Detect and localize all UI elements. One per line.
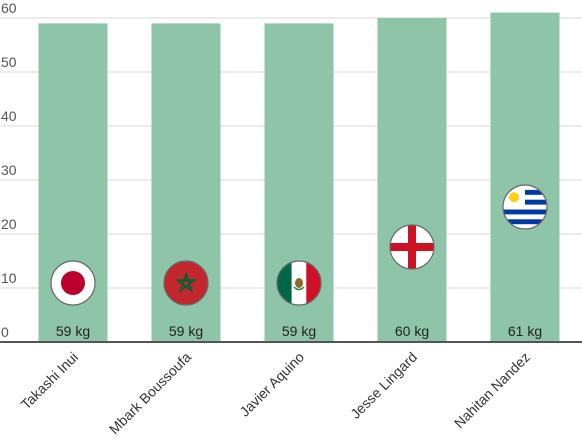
- y-tick-label: 40: [1, 108, 17, 124]
- y-tick-label: 30: [1, 162, 17, 178]
- y-axis-ticks: 0 10 20 30 40 50 60: [1, 0, 17, 340]
- x-tick-label: Takashi Inui: [18, 349, 82, 413]
- value-label: 59 kg: [282, 323, 316, 339]
- value-labels: 59 kg 59 kg 59 kg 60 kg 61 kg: [56, 323, 542, 339]
- value-label: 60 kg: [395, 323, 429, 339]
- y-tick-label: 60: [1, 0, 17, 16]
- value-label: 61 kg: [508, 323, 542, 339]
- uruguay-flag-icon: [502, 184, 548, 230]
- y-tick-label: 20: [1, 216, 17, 232]
- x-axis-labels: Takashi Inui Mbark Boussoufa Javier Aquino…: [18, 349, 534, 438]
- mexico-flag-icon: [276, 260, 322, 306]
- bar: [377, 18, 447, 342]
- x-tick-label: Nahitan Nandez: [451, 349, 533, 431]
- morocco-flag-icon: [163, 260, 209, 306]
- bar: [490, 12, 560, 342]
- y-tick-label: 0: [1, 324, 9, 340]
- x-tick-label: Javier Aquino: [236, 349, 307, 420]
- x-tick-label: Mbark Boussoufa: [106, 349, 195, 438]
- y-tick-label: 10: [1, 270, 17, 286]
- value-label: 59 kg: [56, 323, 90, 339]
- y-tick-label: 50: [1, 54, 17, 70]
- flags: [50, 184, 548, 306]
- x-tick-label: Jesse Lingard: [347, 349, 420, 422]
- value-label: 59 kg: [169, 323, 203, 339]
- england-flag-icon: [389, 224, 435, 270]
- japan-flag-icon: [50, 260, 96, 306]
